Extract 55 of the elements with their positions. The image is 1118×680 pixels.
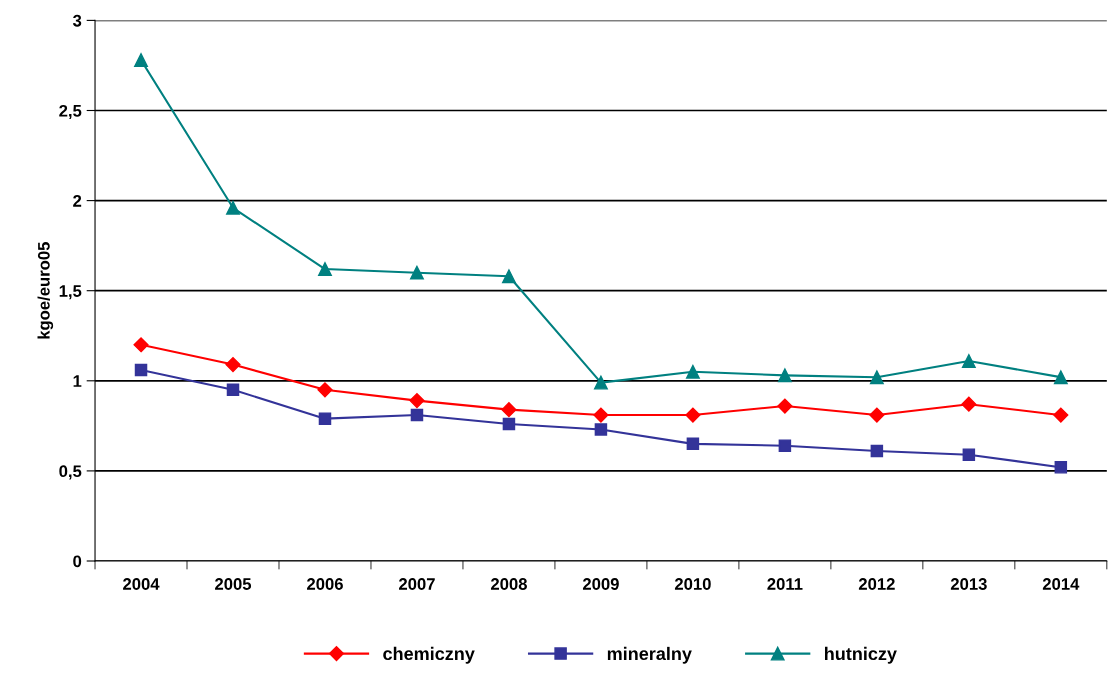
point	[870, 444, 884, 458]
legend-label: hutniczy	[825, 646, 897, 664]
point	[593, 407, 609, 423]
x-tick-label: 2008	[490, 578, 527, 590]
y-tick-label: 2	[73, 195, 82, 207]
x-tick-label: 2009	[582, 578, 619, 590]
point	[501, 269, 516, 284]
point	[685, 407, 701, 423]
point	[1053, 407, 1069, 423]
x-tick-label: 2011	[767, 578, 803, 590]
x-tick-label: 2012	[858, 578, 895, 590]
y-tick-label: 0	[73, 555, 82, 568]
point	[685, 364, 700, 379]
point	[778, 439, 792, 452]
point	[410, 265, 424, 280]
point	[133, 337, 149, 353]
point	[225, 357, 241, 373]
y-tick-label: 2,5	[59, 104, 82, 120]
point	[961, 396, 977, 412]
point	[1054, 461, 1068, 474]
point	[869, 407, 885, 423]
point	[134, 363, 148, 377]
x-tick-label: 2010	[674, 578, 711, 590]
point	[686, 437, 700, 451]
x-tick-label: 2005	[215, 578, 252, 590]
y-tick-label: 1,5	[59, 285, 82, 300]
x-tick-label: 2006	[307, 578, 343, 590]
point	[318, 412, 332, 425]
point	[317, 382, 333, 398]
point	[1053, 370, 1068, 385]
point	[962, 448, 976, 461]
point	[409, 393, 425, 409]
x-tick-label: 2007	[399, 578, 435, 590]
point	[594, 423, 608, 436]
y-tick-label: 3	[72, 14, 82, 27]
point	[226, 200, 240, 215]
y-tick-label: 1	[73, 375, 82, 387]
legend-label: mineralny	[607, 646, 692, 664]
legend-label: chemiczny	[383, 646, 475, 664]
x-tick-label: 2004	[123, 578, 160, 590]
point	[777, 398, 793, 414]
x-tick-label: 2013	[950, 578, 987, 590]
x-tick-label: 2014	[1042, 578, 1080, 590]
point	[318, 262, 332, 277]
point	[134, 53, 148, 67]
point	[869, 370, 884, 385]
point	[777, 368, 792, 383]
point	[501, 402, 517, 418]
point	[226, 383, 240, 397]
y-axis-title: kgoe/euro05	[37, 242, 54, 339]
y-tick-label: 0,5	[59, 465, 82, 480]
point	[961, 354, 976, 368]
point	[410, 408, 424, 422]
point	[593, 375, 608, 390]
point	[502, 417, 516, 431]
